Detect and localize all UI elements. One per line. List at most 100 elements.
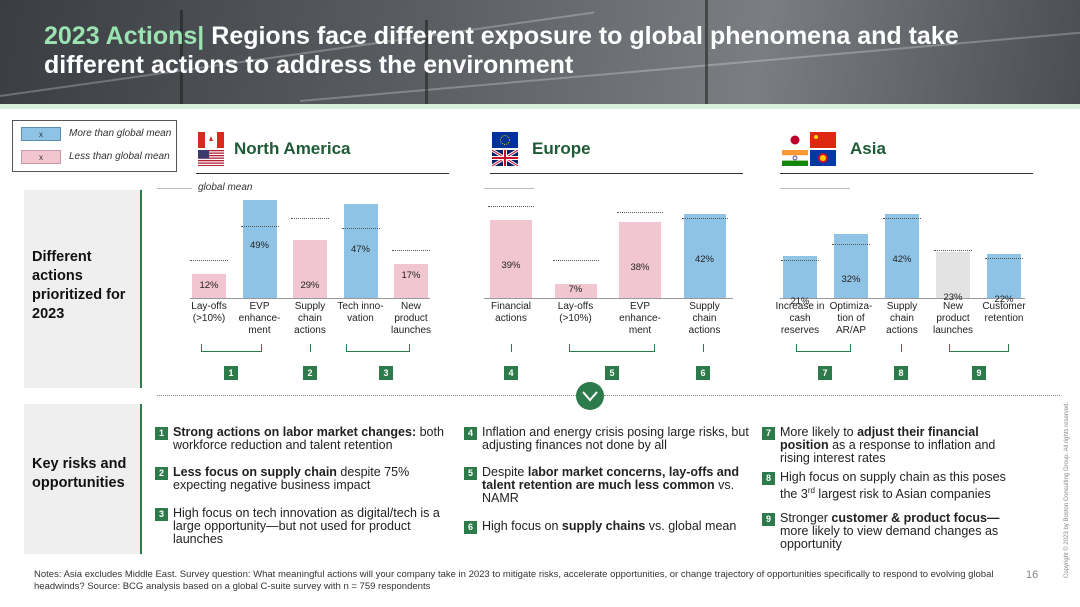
category-label: New product launches [932,301,974,336]
bar-value-label: 7% [568,284,583,295]
risk-text: High focus on tech innovation as digital… [173,506,440,546]
global-mean-marker [832,244,870,245]
chevron-down-icon[interactable] [576,382,604,410]
category-label: Optimiza-tion of AR/AP [829,301,873,336]
global-mean-marker [488,206,534,207]
risk-text: Stronger [780,511,832,525]
chart-bar [192,274,226,298]
bar-value-label: 49% [249,240,269,251]
bar-value-label: 32% [841,274,861,285]
global-mean-marker [934,250,972,251]
group-bracket-7 [796,344,851,352]
bridge-pole [705,0,708,104]
canada-flag-icon [198,132,224,148]
row-label-actions-text: Different actions prioritized for 2023 [32,249,126,322]
risk-superscript: rd [807,486,815,495]
bar-value-label: 47% [350,244,370,255]
group-bracket-9 [949,344,1009,352]
group-number-1: 1 [224,366,238,380]
global-mean-guide [780,188,850,189]
risk-bold: supply chains [561,519,646,533]
page-number: 16 [1026,569,1039,581]
category-label: EVP enhance-ment [619,301,661,336]
group-bracket-5 [569,344,655,352]
category-label: Tech inno-vation [337,301,384,324]
bar-value-label: 29% [300,280,320,291]
risk-text: more likely to view demand changes as op… [780,524,999,551]
chart-bar [554,284,597,298]
global-mean-marker [781,260,819,261]
risk-text: largest risk to Asian companies [814,487,991,502]
bar-value-label: 42% [694,254,714,265]
row-separator [157,395,576,396]
global-mean-marker [552,260,599,261]
bar-value-label: 23% [943,292,963,303]
global-mean-marker [681,218,728,219]
chart-bar [936,252,970,298]
risk-text: vs. global mean [645,519,737,533]
group-tick-4 [511,344,512,352]
risk-text: both workforce reduction and talent rete… [173,425,444,452]
row-label-risks: Key risks and opportunities [24,404,142,554]
row-label-risks-text: Key risks and opportunities [32,456,127,491]
legend-more-swatch: x [21,127,61,141]
bridge-pole [180,10,183,104]
chart-bar [885,214,919,298]
group-number-9: 9 [972,366,986,380]
uk-flag-icon [492,150,518,166]
asean-flag-icon [810,150,836,166]
bar-value-label: 22% [994,294,1014,305]
global-mean-guide [484,188,534,189]
japan-flag-icon [782,132,808,148]
legend: x More than global mean x Less than glob… [12,120,177,172]
category-label: Lay-offs (>10%) [191,301,227,324]
category-label: New product launches [390,301,432,336]
risk-number: 5 [464,467,477,480]
risk-text: as a response to inflation and rising in… [780,438,996,465]
global-mean-label: global mean [198,182,253,193]
group-tick-8 [901,344,902,352]
global-mean-marker [883,218,921,219]
chart-bar [293,240,327,298]
title-accent: 2023 Actions| [44,22,205,50]
risk-text: High focus on supply chain as this poses… [780,470,1006,502]
group-number-5: 5 [605,366,619,380]
header-rule [0,104,1080,109]
page-title: 2023 Actions| Regions face different exp… [44,22,1044,80]
group-bracket-1 [201,344,262,352]
category-label: Customer retention [982,301,1026,324]
chart-baseline [484,298,733,299]
global-mean-marker [240,226,279,227]
group-number-4: 4 [504,366,518,380]
group-number-3: 3 [379,366,393,380]
risk-text: More likely to [780,425,858,439]
risk-bold: labor market concerns, lay-offs and tale… [482,465,740,492]
risk-number: 7 [762,427,775,440]
risk-bold: adjust their financial position [780,425,979,452]
global-mean-marker [985,258,1023,259]
risk-text: despite 75% expecting negative business … [173,465,410,492]
chart-bar [619,222,661,298]
group-tick-6 [703,344,704,352]
bar-value-label: 21% [790,296,810,307]
risk-number: 4 [464,427,477,440]
category-label: Supply chain actions [688,301,721,336]
group-number-7: 7 [818,366,832,380]
risk-text: High focus on [482,519,562,533]
chart-bar [987,254,1021,298]
risk-text: Despite [482,465,528,479]
row-separator [604,395,1060,396]
chart-baseline [780,298,1025,299]
global-mean-marker [341,228,380,229]
header-banner: 2023 Actions| Regions face different exp… [0,0,1080,104]
india-flag-icon [782,150,808,166]
category-label: EVP enhance-ment [238,301,281,336]
risk-bold: Strong actions on labor market changes: [173,425,417,439]
title-main: Regions face different exposure to globa… [44,22,959,79]
group-bracket-3 [346,344,410,352]
category-label: Supply chain actions [294,301,326,336]
category-label: Financial actions [490,301,532,324]
bar-value-label: 42% [892,254,912,265]
chart-bar [394,264,428,298]
chart-baseline [190,298,430,299]
